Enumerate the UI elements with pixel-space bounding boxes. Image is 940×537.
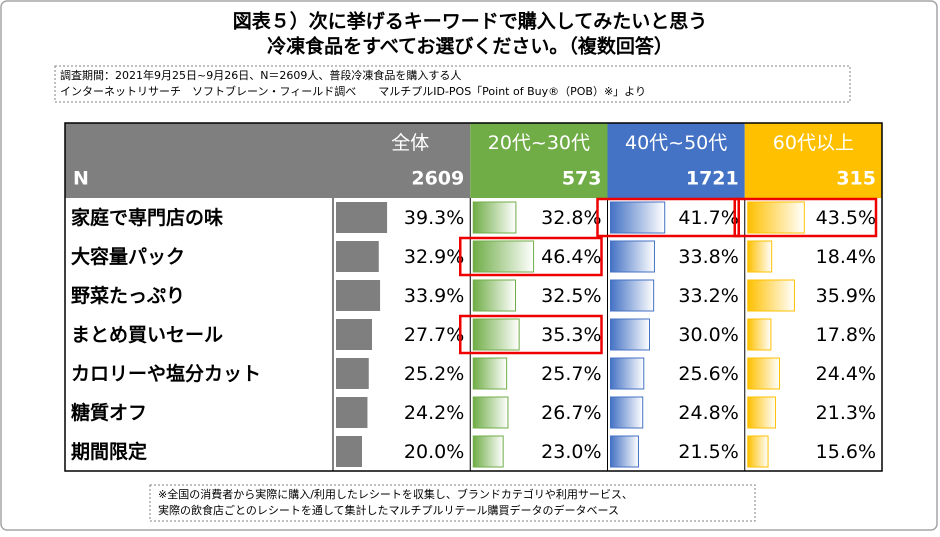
value-label: 20.0% [404, 441, 464, 463]
data-bar [336, 280, 381, 311]
data-bar [336, 319, 373, 350]
value-label: 23.0% [541, 441, 601, 463]
row-label: 期間限定 [71, 440, 147, 463]
data-bar [336, 397, 368, 428]
row-label: 家庭で専門店の味 [71, 206, 223, 229]
value-label: 33.9% [404, 285, 464, 307]
highlight-box [733, 197, 878, 238]
value-label: 35.3% [541, 324, 601, 346]
data-bar [610, 201, 666, 234]
data-bar [472, 279, 516, 312]
data-bar [336, 358, 369, 389]
data-bar [336, 436, 362, 467]
value-label: 25.6% [678, 363, 738, 385]
table: N 全体 2609 39.3% 32.9% 33.9% 27.7% 25.2% 24.2% 20.… [64, 122, 883, 472]
title-line: 冷凍食品をすべてお選びください。（複数回答） [267, 35, 673, 58]
column-header: 20代~30代 [488, 132, 590, 154]
highlight-box [459, 236, 603, 277]
table-border [64, 122, 883, 472]
value-label: 18.4% [816, 246, 876, 268]
value-label: 21.5% [678, 441, 738, 463]
value-label: 43.5% [816, 207, 876, 229]
value-label: 25.2% [404, 363, 464, 385]
data-bar [610, 240, 655, 273]
data-bar [747, 435, 769, 468]
n-value: 2609 [411, 168, 464, 190]
header-cell [607, 123, 745, 198]
value-label: 32.9% [404, 246, 464, 268]
data-bar [747, 357, 780, 390]
footnote: 実際の飲食店ごとのレシートを通して集計したマルチプルリテール購買データのデータベ… [158, 503, 619, 517]
data-bar [472, 240, 535, 273]
value-label: 30.0% [678, 324, 738, 346]
data-bar [472, 357, 508, 390]
data-bar [747, 318, 772, 351]
highlight-box [596, 197, 740, 238]
data-bar [747, 240, 773, 273]
value-label: 26.7% [541, 402, 601, 424]
value-label: 17.8% [816, 324, 876, 346]
n-label: N [73, 168, 89, 190]
data-bar [472, 318, 520, 351]
data-bar [747, 201, 805, 234]
value-label: 32.8% [541, 207, 601, 229]
value-label: 33.2% [678, 285, 738, 307]
data-bar [610, 279, 655, 312]
title-line: 図表５）次に挙げるキーワードで購入してみたいと思う [233, 10, 707, 33]
row-label: カロリーや塩分カット [71, 362, 261, 385]
data-bar [336, 241, 379, 272]
value-label: 33.8% [678, 246, 738, 268]
n-value: 1721 [686, 168, 739, 190]
n-value: 315 [836, 168, 876, 190]
data-bar [610, 357, 645, 390]
data-bar [610, 318, 650, 351]
row-label: まとめ買いセール [71, 324, 223, 346]
survey-note: 調査期間：2021年9月25日~9月26日、N＝2609人、普段冷凍食品を購入す… [60, 68, 461, 82]
data-bar [610, 435, 639, 468]
value-label: 27.7% [404, 324, 464, 346]
row-label: 糖質オフ [71, 401, 147, 424]
header-cell [65, 123, 333, 198]
column-header: 40代~50代 [625, 132, 727, 154]
highlight-box [459, 314, 603, 355]
header-cell [744, 123, 882, 198]
header-cell [470, 123, 608, 198]
data-bar [472, 201, 517, 234]
n-value: 573 [562, 168, 602, 190]
value-label: 24.4% [816, 363, 876, 385]
footnote: ※全国の消費者から実際に購入/利用したレシートを収集し、ブランドカテゴリや利用サ… [158, 487, 633, 501]
note-box [54, 65, 851, 103]
value-label: 25.7% [541, 363, 601, 385]
footnote-box [149, 484, 756, 522]
value-label: 24.8% [678, 402, 738, 424]
data-bar [610, 396, 644, 429]
data-bar [747, 396, 776, 429]
value-label: 24.2% [404, 402, 464, 424]
data-bar [472, 396, 509, 429]
survey-note: インターネットリサーチ ソフトブレーン・フィールド調べ マルチプルID-POS「… [60, 84, 646, 98]
column-header: 全体 [391, 132, 429, 154]
value-label: 41.7% [678, 207, 738, 229]
value-label: 39.3% [404, 207, 464, 229]
data-bar [747, 279, 795, 312]
value-label: 35.9% [816, 285, 876, 307]
value-label: 32.5% [541, 285, 601, 307]
data-bar [336, 202, 388, 233]
row-label: 野菜たっぷり [71, 284, 185, 307]
header-cell [333, 123, 471, 198]
value-label: 21.3% [816, 402, 876, 424]
value-label: 15.6% [816, 441, 876, 463]
data-bar [472, 435, 504, 468]
column-header: 60代以上 [773, 132, 854, 154]
value-label: 46.4% [541, 246, 601, 268]
row-label: 大容量パック [71, 245, 185, 268]
